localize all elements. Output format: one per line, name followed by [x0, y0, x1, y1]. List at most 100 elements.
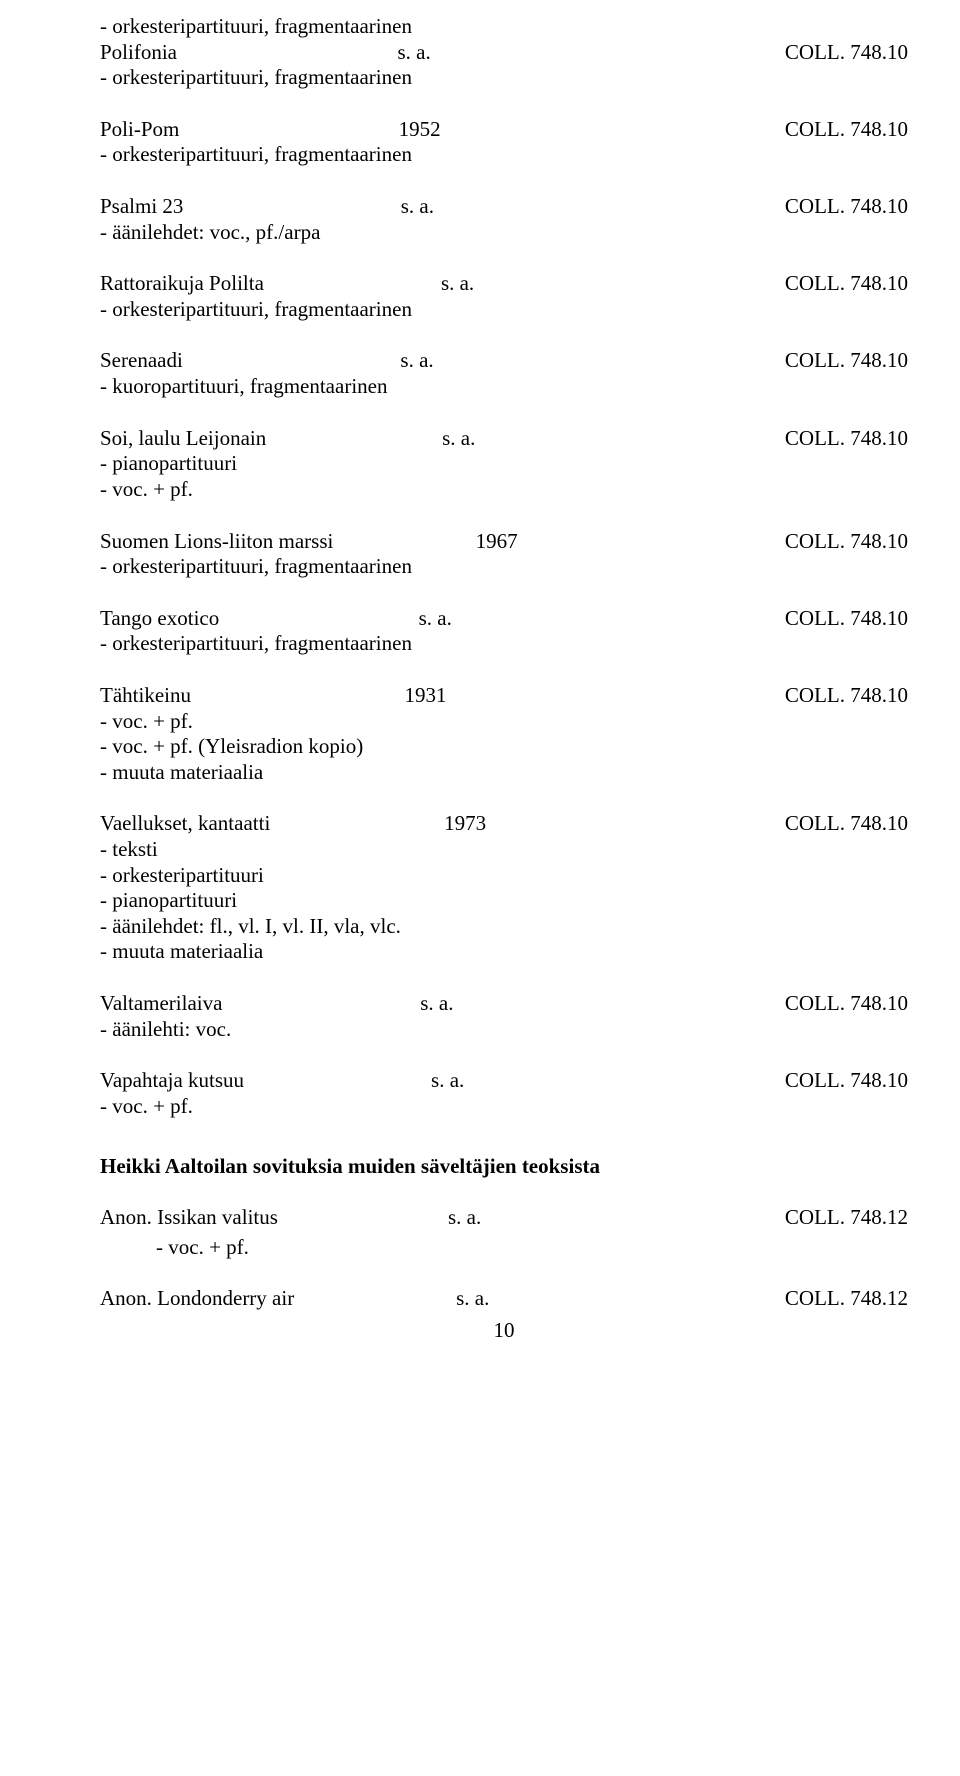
entry-note: - äänilehti: voc. — [100, 1017, 908, 1043]
entry-head: Suomen Lions-liiton marssi 1967 COLL. 748.… — [100, 529, 908, 555]
catalog-entry: Suomen Lions-liiton marssi 1967 COLL. 748.… — [100, 529, 908, 580]
entry-title: Psalmi 23 — [100, 194, 183, 220]
entry-title: Suomen Lions-liiton marssi — [100, 529, 333, 555]
anon-title: Anon. Issikan valitus — [100, 1205, 278, 1231]
entry-title: Soi, laulu Leijonain — [100, 426, 266, 452]
entry-notes: - teksti- orkesteripartituuri- pianopart… — [100, 837, 908, 965]
entry-note: - muuta materiaalia — [100, 760, 908, 786]
entry-collection: COLL. 748.10 — [738, 1068, 908, 1094]
entry-date: s. a. — [401, 194, 521, 220]
entry-notes: - voc. + pf. — [100, 1094, 908, 1120]
entry-date: s. a. — [442, 426, 562, 452]
entry-head: Tähtikeinu 1931 COLL. 748.10 — [100, 683, 908, 709]
entry-notes: - orkesteripartituuri, fragmentaarinen — [100, 297, 908, 323]
catalog-entry: Soi, laulu Leijonain s. a. COLL. 748.10- p… — [100, 426, 908, 503]
entry-date: 1931 — [404, 683, 524, 709]
entry-notes: - äänilehti: voc. — [100, 1017, 908, 1043]
entry-notes: - äänilehdet: voc., pf./arpa — [100, 220, 908, 246]
entry-note: - muuta materiaalia — [100, 939, 908, 965]
entry-head: Vapahtaja kutsuu s. a. COLL. 748.10 — [100, 1068, 908, 1094]
entry-notes: - pianopartituuri- voc. + pf. — [100, 451, 908, 502]
entry-note: - orkesteripartituuri, fragmentaarinen — [100, 142, 908, 168]
entry-title: Serenaadi — [100, 348, 183, 374]
catalog-entry: Psalmi 23s. a.COLL. 748.10- äänilehdet: … — [100, 194, 908, 245]
catalog-entry: Rattoraikuja Polilta s. a. COLL. 748.10- o… — [100, 271, 908, 322]
entry-note: - pianopartituuri — [100, 888, 908, 914]
entry-title: Polifonia — [100, 40, 177, 66]
entry-date: 1967 — [476, 529, 596, 555]
entry-title: Vaellukset, kantaatti — [100, 811, 270, 837]
entry-head: Poli-Pom1952COLL. 748.10 — [100, 117, 908, 143]
entry-head: Psalmi 23s. a.COLL. 748.10 — [100, 194, 908, 220]
entry-note: - orkesteripartituuri, fragmentaarinen — [100, 631, 908, 657]
entry-note: - pianopartituuri — [100, 451, 908, 477]
document-body: - orkesteripartituuri, fragmentaarinenPo… — [100, 14, 908, 1344]
entry-date: s. a. — [420, 991, 540, 1017]
entry-title: Poli-Pom — [100, 117, 179, 143]
catalog-entry: Serenaadi s. a. COLL. 748.10- kuoropartitu… — [100, 348, 908, 399]
entry-note: - teksti — [100, 837, 908, 863]
entry-note: - orkesteripartituuri, fragmentaarinen — [100, 297, 908, 323]
entry-note: - voc. + pf. — [100, 477, 908, 503]
entry-collection: COLL. 748.10 — [738, 811, 908, 837]
catalog-entry: Vapahtaja kutsuu s. a. COLL. 748.10- voc. … — [100, 1068, 908, 1119]
entry-collection: COLL. 748.10 — [738, 426, 908, 452]
entry-date: s. a. — [431, 1068, 551, 1094]
entry-collection: COLL. 748.10 — [738, 40, 908, 66]
entry-notes: - kuoropartituuri, fragmentaarinen — [100, 374, 908, 400]
entry-note: - orkesteripartituuri, fragmentaarinen — [100, 554, 908, 580]
entry-title: Valtamerilaiva — [100, 991, 222, 1017]
anon-collection: COLL. 748.12 — [738, 1205, 908, 1231]
catalog-entry: Tango exotico s. a. COLL. 748.10- orkester… — [100, 606, 908, 657]
catalog-entry: Poli-Pom1952COLL. 748.10- orkesteriparti… — [100, 117, 908, 168]
entry-collection: COLL. 748.10 — [738, 529, 908, 555]
entry-head: Rattoraikuja Polilta s. a. COLL. 748.10 — [100, 271, 908, 297]
entry-note: - äänilehdet: fl., vl. I, vl. II, vla, v… — [100, 914, 908, 940]
anon-entry: Anon. Londonderry air s. a. COLL. 748.12 — [100, 1286, 908, 1312]
entry-notes: - orkesteripartituuri, fragmentaarinen — [100, 554, 908, 580]
entry-note: - äänilehdet: voc., pf./arpa — [100, 220, 908, 246]
anon-collection: COLL. 748.12 — [738, 1286, 908, 1312]
anon-entry: Anon. Issikan valitus s. a. COLL. 748.12 — [100, 1205, 908, 1231]
entry-head: Serenaadi s. a. COLL. 748.10 — [100, 348, 908, 374]
anon-date: s. a. — [456, 1286, 576, 1312]
entry-title: Tango exotico — [100, 606, 219, 632]
entry-note: - kuoropartituuri, fragmentaarinen — [100, 374, 908, 400]
entry-head: Soi, laulu Leijonain s. a. COLL. 748.10 — [100, 426, 908, 452]
entry-collection: COLL. 748.10 — [738, 271, 908, 297]
entry-title: Rattoraikuja Polilta — [100, 271, 264, 297]
entry-date: s. a. — [400, 348, 520, 374]
catalog-entry: Valtamerilaiva s. a. COLL. 748.10- äänileh… — [100, 991, 908, 1042]
entry-date: 1973 — [444, 811, 564, 837]
entry-notes: - voc. + pf.- voc. + pf. (Yleisradion ko… — [100, 709, 908, 786]
entry-date: s. a. — [398, 40, 518, 66]
entry-date: s. a. — [419, 606, 539, 632]
entry-note: - voc. + pf. — [100, 709, 908, 735]
entry-note: - voc. + pf. — [100, 1094, 908, 1120]
section-heading: Heikki Aaltoilan sovituksia muiden sävel… — [100, 1154, 908, 1180]
entry-date: 1952 — [399, 117, 519, 143]
entry-notes: - orkesteripartituuri, fragmentaarinen — [100, 631, 908, 657]
entry-date: s. a. — [441, 271, 561, 297]
anon-subnote: - voc. + pf. — [100, 1235, 908, 1261]
entry-note: - voc. + pf. (Yleisradion kopio) — [100, 734, 908, 760]
entry-note: - orkesteripartituuri, fragmentaarinen — [100, 65, 908, 91]
entry-head: Vaellukset, kantaatti 1973 COLL. 748.10 — [100, 811, 908, 837]
entry-title: Vapahtaja kutsuu — [100, 1068, 244, 1094]
entry-notes: - orkesteripartituuri, fragmentaarinen — [100, 142, 908, 168]
entry-collection: COLL. 748.10 — [738, 348, 908, 374]
entry-prenotes: - orkesteripartituuri, fragmentaarinen — [100, 14, 908, 40]
anon-title: Anon. Londonderry air — [100, 1286, 294, 1312]
entry-head: Polifonia s. a. COLL. 748.10 — [100, 40, 908, 66]
entry-collection: COLL. 748.10 — [738, 991, 908, 1017]
entry-collection: COLL. 748.10 — [738, 683, 908, 709]
catalog-entry: Tähtikeinu1931COLL. 748.10- voc. + pf.- … — [100, 683, 908, 785]
entry-note: - orkesteripartituuri — [100, 863, 908, 889]
entry-notes: - orkesteripartituuri, fragmentaarinen — [100, 65, 908, 91]
catalog-entry: Vaellukset, kantaatti 1973 COLL. 748.10- t… — [100, 811, 908, 965]
entry-title: Tähtikeinu — [100, 683, 191, 709]
catalog-entry: - orkesteripartituuri, fragmentaarinenPo… — [100, 14, 908, 91]
entry-note: - orkesteripartituuri, fragmentaarinen — [100, 14, 908, 40]
entry-collection: COLL. 748.10 — [738, 606, 908, 632]
anon-date: s. a. — [448, 1205, 568, 1231]
